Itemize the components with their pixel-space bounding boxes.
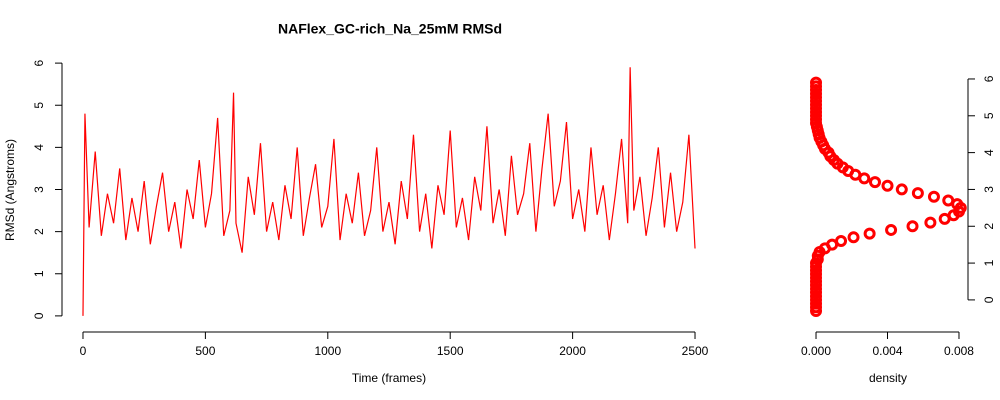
y-tick-label: 4 [32, 144, 46, 151]
y-tick-label: 1 [32, 270, 46, 277]
x-tick-label: 2500 [682, 344, 709, 358]
data-point [942, 194, 955, 207]
y-tick-label: 5 [32, 102, 46, 109]
data-line [82, 67, 696, 316]
data-point [881, 179, 894, 192]
x-axis-label: Time (frames) [352, 371, 426, 385]
data-point [847, 231, 860, 244]
y-tick-label: 1 [982, 259, 996, 266]
y-tick-label: 2 [32, 228, 46, 235]
data-point [927, 190, 940, 203]
data-point [810, 76, 823, 89]
data-point [911, 187, 924, 200]
y-axis-label: RMSd (Angstroms) [3, 139, 17, 241]
y-tick-label: 5 [982, 112, 996, 119]
x-tick-label: 1000 [314, 344, 341, 358]
x-tick-label: 1500 [437, 344, 464, 358]
y-tick-label: 0 [32, 312, 46, 319]
data-point [885, 223, 898, 236]
y-tick-label: 2 [982, 223, 996, 230]
y-tick-label: 3 [32, 186, 46, 193]
x-axis-label: density [869, 371, 907, 385]
y-tick-label: 6 [32, 59, 46, 66]
y-tick-label: 6 [982, 75, 996, 82]
y-tick-label: 4 [982, 149, 996, 156]
data-point [835, 234, 848, 247]
x-tick-label: 2000 [559, 344, 586, 358]
x-tick-label: 0.008 [944, 344, 974, 358]
y-tick-label: 0 [982, 296, 996, 303]
x-tick-label: 0.004 [872, 344, 902, 358]
chart-title: NAFlex_GC-rich_Na_25mM RMSd [278, 21, 502, 37]
y-tick-label: 3 [982, 186, 996, 193]
x-tick-label: 0.000 [801, 344, 831, 358]
data-point [906, 220, 919, 233]
data-point [924, 216, 937, 229]
data-point [863, 227, 876, 240]
x-tick-label: 500 [195, 344, 215, 358]
data-point [868, 176, 881, 189]
data-point [895, 183, 908, 196]
x-tick-label: 0 [80, 344, 87, 358]
